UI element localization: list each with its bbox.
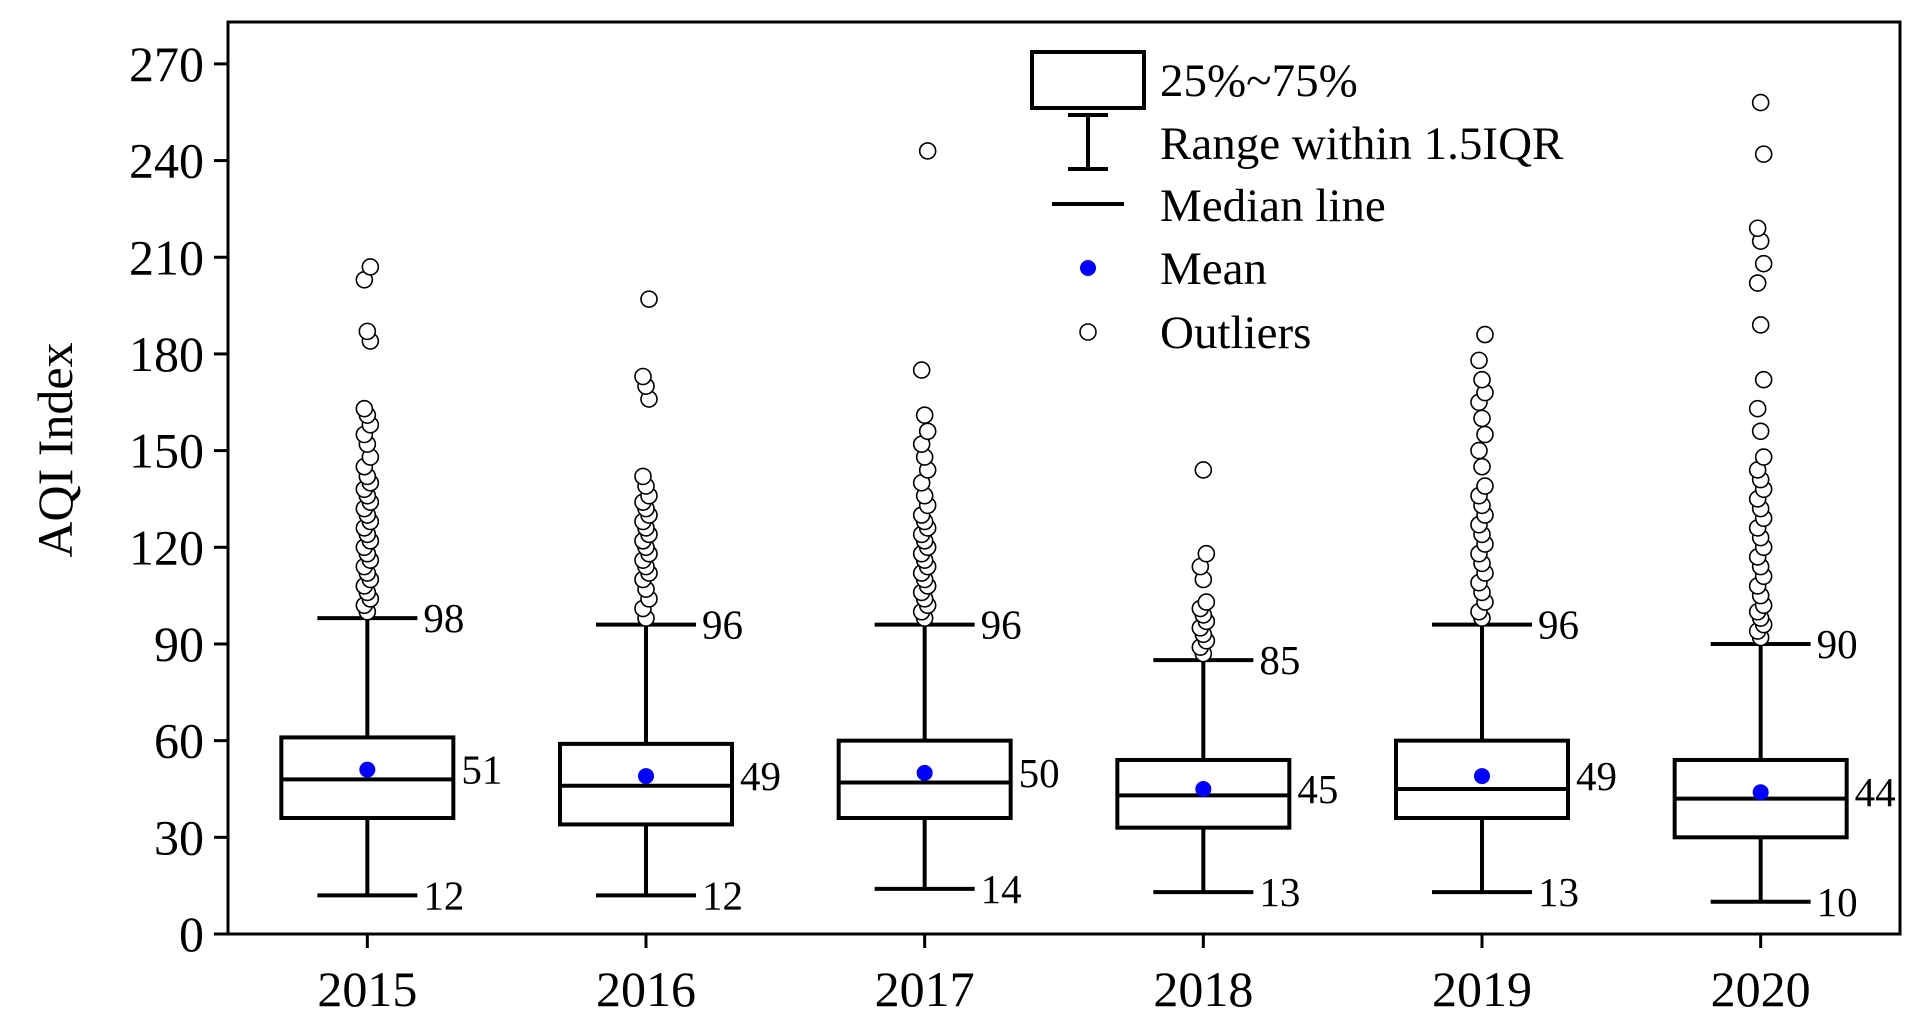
outlier-point <box>1748 399 1767 418</box>
legend-item-line: Median line <box>1052 180 1386 232</box>
mean-dot <box>638 768 654 785</box>
y-tick-label: 180 <box>129 326 204 382</box>
outlier-point <box>1751 93 1770 112</box>
mean-dot <box>1474 768 1490 785</box>
whisker-high-label: 98 <box>423 595 464 641</box>
plot-frame <box>226 20 1902 936</box>
outlier-point <box>1751 422 1770 441</box>
whisker-low-label: 14 <box>981 866 1022 912</box>
whisker-high-label: 90 <box>1817 621 1858 667</box>
legend-outlier-symbol <box>1079 323 1097 341</box>
box-group-2015: 98 51 12 <box>279 258 502 918</box>
y-tick-label: 60 <box>154 713 204 769</box>
mean-dot <box>916 764 933 781</box>
mean-label: 45 <box>1297 766 1338 812</box>
y-tick-label: 120 <box>129 519 204 575</box>
legend-item-box: 25%~75% <box>1030 50 1358 110</box>
legend-item-whisker: Range within 1.5IQR <box>1068 113 1564 171</box>
box-group-2018: 85 45 13 <box>1115 461 1338 915</box>
outlier-point <box>912 361 931 379</box>
legend-label: Median line <box>1160 180 1386 232</box>
outlier-point <box>1470 351 1488 370</box>
box-group-2016: 96 49 12 <box>558 290 781 918</box>
legend-box-symbol <box>1030 50 1146 110</box>
outlier-point <box>1476 325 1494 344</box>
outlier-point <box>1476 477 1494 495</box>
legend-item-mean-dot: Mean <box>1080 243 1267 295</box>
y-axis-title: AQI Index <box>27 342 83 557</box>
whisker-high-label: 96 <box>702 602 743 648</box>
outlier-point <box>634 467 652 486</box>
outlier-point <box>640 290 658 308</box>
mean-dot <box>1195 780 1212 797</box>
y-axis: 0 30 60 90 120 150 180 210 240 270 <box>129 36 228 962</box>
x-tick-label: 2019 <box>1432 961 1532 1017</box>
y-tick-label: 90 <box>154 616 204 672</box>
outlier-point <box>1197 544 1216 563</box>
legend-label: Mean <box>1160 243 1267 295</box>
y-tick-label: 210 <box>129 229 204 285</box>
whisker-low-label: 10 <box>1817 879 1858 925</box>
whisker-low-label: 13 <box>1259 869 1300 915</box>
y-tick-label: 30 <box>154 809 204 865</box>
x-tick-label: 2020 <box>1711 961 1811 1017</box>
legend-label: Outliers <box>1160 307 1311 359</box>
outlier-point <box>1748 219 1767 238</box>
legend-label: 25%~75% <box>1160 55 1358 107</box>
mean-dot <box>1752 784 1769 801</box>
legend-label: Range within 1.5IQR <box>1160 118 1564 170</box>
outlier-point <box>1470 441 1488 460</box>
outlier-point <box>1751 316 1770 334</box>
outlier-point <box>918 142 937 160</box>
outlier-point <box>1748 274 1767 292</box>
outlier-point <box>1754 254 1773 273</box>
box-group-2020: 90 44 10 <box>1672 93 1896 925</box>
outlier-point <box>1476 425 1494 444</box>
outlier-point <box>1754 370 1773 389</box>
y-tick-label: 0 <box>179 906 204 962</box>
outlier-point <box>358 322 377 341</box>
outlier-point <box>1754 145 1773 163</box>
whisker-low-label: 12 <box>702 872 743 918</box>
legend-item-outlier-circle: Outliers <box>1079 307 1311 359</box>
outlier-point <box>915 406 934 424</box>
mean-label: 51 <box>461 747 502 793</box>
whisker-high-label: 96 <box>1538 602 1579 648</box>
x-tick-label: 2016 <box>596 961 696 1017</box>
legend-mean-symbol <box>1080 260 1096 276</box>
whisker-low-label: 12 <box>423 872 464 918</box>
outlier-point <box>361 258 380 276</box>
mean-label: 49 <box>1576 753 1617 799</box>
mean-dot <box>359 761 376 778</box>
outlier-point <box>355 399 374 418</box>
outlier-point <box>1197 593 1216 611</box>
whisker-high-label: 96 <box>981 602 1022 648</box>
legend: 25%~75% Range within 1.5IQR Median line Mea… <box>1030 50 1564 359</box>
outlier-point <box>1473 370 1491 389</box>
box-group-2017: 96 50 14 <box>836 142 1060 912</box>
x-tick-label: 2015 <box>317 961 417 1017</box>
mean-label: 49 <box>740 753 781 799</box>
boxes: 98 51 12 96 49 12 96 50 14 85 45 13 96 49 13 90 44 10 <box>279 93 1896 925</box>
outlier-point <box>1194 461 1213 479</box>
outlier-point <box>1473 457 1491 476</box>
whisker-low-label: 13 <box>1538 869 1579 915</box>
y-tick-label: 150 <box>129 423 204 479</box>
y-tick-label: 240 <box>129 133 204 189</box>
x-tick-label: 2018 <box>1153 961 1253 1017</box>
x-axis: 2015 2016 2017 2018 2019 2020 <box>317 934 1811 1017</box>
box-group-2019: 96 49 13 <box>1394 325 1617 915</box>
iqr-box <box>1394 738 1570 820</box>
mean-label: 44 <box>1855 769 1896 815</box>
whisker-high-label: 85 <box>1259 637 1300 683</box>
y-tick-label: 270 <box>129 36 204 92</box>
outlier-point <box>634 367 652 386</box>
mean-label: 50 <box>1019 750 1060 796</box>
outlier-point <box>1754 448 1773 466</box>
outlier-point <box>1473 409 1491 428</box>
x-tick-label: 2017 <box>875 961 975 1017</box>
outlier-point <box>918 422 937 441</box>
